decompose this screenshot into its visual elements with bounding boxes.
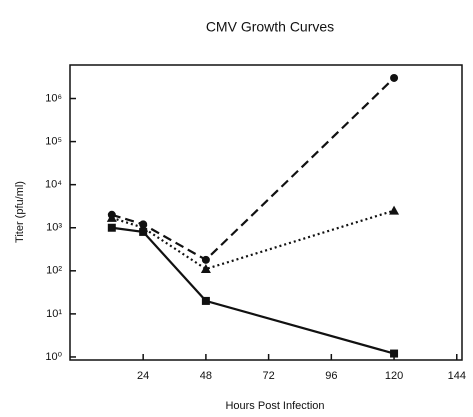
x-tick-label: 72: [262, 370, 274, 382]
y-tick-label: 10²: [46, 265, 62, 277]
marker: [201, 255, 210, 264]
y-axis-label: Titer (pfu/ml): [14, 181, 26, 243]
series-line: [111, 77, 395, 262]
marker: [200, 264, 211, 274]
marker: [107, 223, 116, 232]
y-tick-label: 10³: [46, 222, 62, 234]
x-tick-label: 24: [137, 370, 149, 382]
marker: [390, 73, 399, 82]
marker: [139, 227, 148, 236]
y-tick-label: 10⁰: [45, 351, 62, 363]
y-tick-label: 10¹: [46, 308, 62, 320]
x-axis-label: Hours Post Infection: [225, 400, 324, 412]
marker: [106, 212, 117, 222]
x-tick-label: 144: [448, 370, 466, 382]
y-tick-label: 10⁴: [45, 179, 62, 191]
series-line: [111, 226, 395, 355]
x-tick-label: 120: [385, 370, 403, 382]
series-line: [111, 209, 395, 271]
marker: [201, 296, 210, 305]
x-tick-label: 96: [325, 370, 337, 382]
x-tick-label: 48: [200, 370, 212, 382]
plot-frame: [69, 64, 463, 361]
marker: [389, 205, 400, 215]
y-tick-label: 10⁵: [45, 135, 62, 147]
chart-title: CMV Growth Curves: [206, 19, 334, 35]
y-tick-label: 10⁶: [45, 92, 62, 104]
marker: [390, 349, 399, 358]
